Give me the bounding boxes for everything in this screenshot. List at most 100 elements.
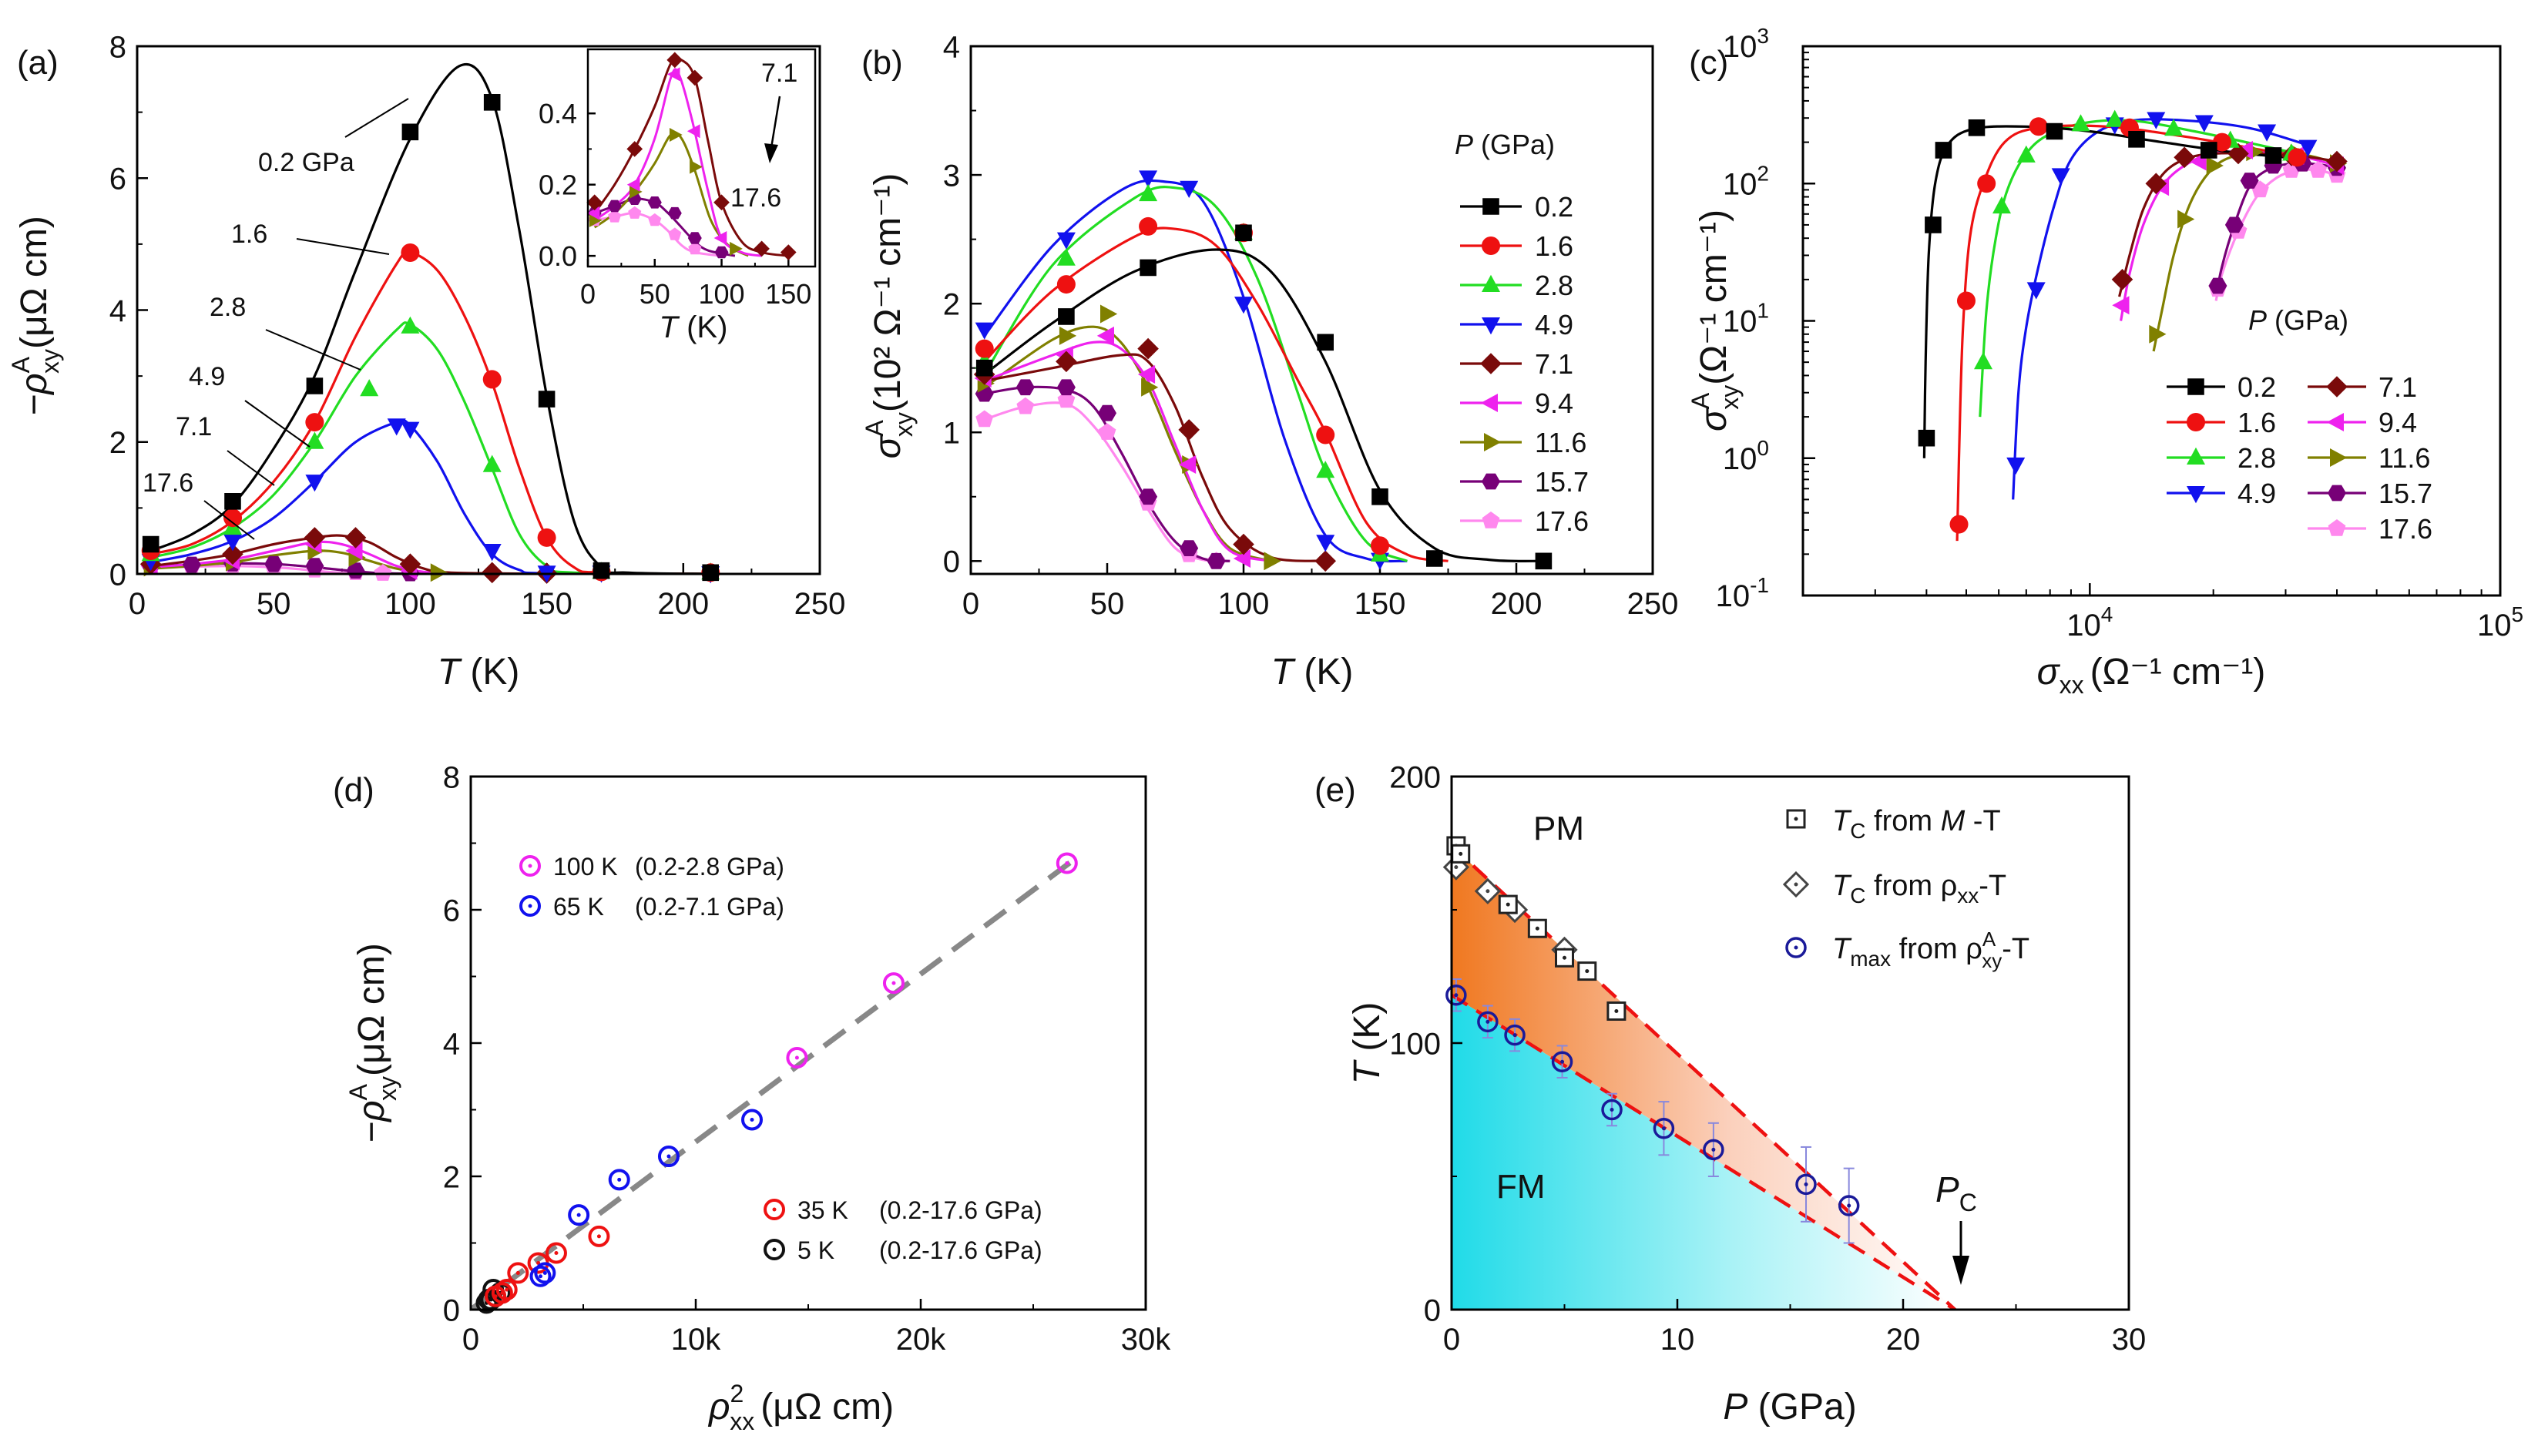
point-c-0.2 — [2128, 131, 2145, 148]
panel-e-xlabel: P (GPa) — [1723, 1387, 1856, 1427]
c-ytick-label: 102 — [1723, 161, 1769, 201]
legend-b-label-4.9: 4.9 — [1535, 309, 1573, 341]
point-b-9.4 — [1137, 365, 1156, 384]
point-d-35 K — [545, 1242, 567, 1264]
point-b-15.7 — [1207, 552, 1226, 569]
panel-d-frame — [469, 775, 1147, 1311]
legend-c-marker-0.2 — [2187, 378, 2204, 395]
point-a-2.8 — [482, 455, 502, 472]
point-b-11.6 — [1264, 552, 1281, 571]
inset-ytick-label: 0.2 — [539, 169, 577, 201]
point-b-4.9 — [1180, 180, 1199, 198]
point-c-4.9 — [2006, 457, 2026, 475]
b-xtick-label: 200 — [1491, 587, 1543, 621]
point-e-tmax-dot — [1711, 1147, 1716, 1152]
point-c-9.4 — [2112, 296, 2130, 315]
a-xtick-label: 0 — [129, 587, 146, 621]
point-b-1.6 — [1371, 536, 1389, 555]
b-ytick-label: 2 — [943, 288, 960, 322]
c-xtick-label: 105 — [2477, 602, 2523, 642]
point-d-dot — [515, 1270, 520, 1275]
point-b-7.1 — [1233, 533, 1254, 555]
legend-d-marker-65 K — [519, 895, 541, 917]
point-b-17.6 — [1098, 423, 1116, 440]
point-c-7.1 — [2227, 143, 2249, 165]
point-d-65 K — [741, 1109, 763, 1131]
point-a-1.6 — [223, 508, 243, 528]
point-c-0.2 — [2264, 147, 2282, 164]
point-e-tc-rho-dot — [1485, 889, 1490, 894]
point-e-tmax — [1653, 1117, 1675, 1139]
point-c-1.6 — [2288, 148, 2307, 167]
point-d-dot — [1065, 861, 1069, 865]
d-xtick-label: 10k — [671, 1323, 721, 1357]
annotation-0.2: 0.2 GPa — [258, 148, 354, 177]
point-c-0.2 — [1968, 119, 1986, 136]
inset-label-bottom: 17.6 — [730, 183, 781, 213]
point-inset-15.7 — [714, 246, 729, 259]
region-label-fm: FM — [1496, 1168, 1546, 1206]
point-inset-15.7 — [667, 206, 682, 220]
d-xtick-label: 30k — [1121, 1323, 1171, 1357]
point-b-11.6 — [1100, 304, 1118, 324]
inset-xtick-label: 50 — [640, 278, 670, 310]
point-a-7.1 — [304, 527, 326, 549]
panel-e-frame — [1450, 775, 2130, 1311]
legend-b-label-17.6: 17.6 — [1535, 505, 1589, 537]
panel-label-e: (e) — [1314, 771, 1356, 809]
leader-0.2 — [344, 98, 409, 138]
point-a-15.7 — [182, 556, 201, 573]
legend-b-marker-1.6 — [1482, 237, 1500, 255]
panel-e-ticks: 0 10 20 30 0 100 200 — [1389, 760, 2146, 1357]
point-c-7.1 — [2111, 269, 2133, 290]
point-c-17.6 — [2309, 161, 2328, 178]
legend-c-marker-7.1 — [2326, 376, 2348, 398]
panel-label-c: (c) — [1689, 44, 1728, 82]
point-inset-7.1 — [754, 240, 770, 257]
panel-c-ticks: 104 105 10-1 100 101 102 103 — [1716, 24, 2523, 642]
panel-c-markers — [1918, 109, 2348, 534]
legend-c-label-1.6: 1.6 — [2237, 407, 2276, 438]
point-inset-11.6 — [589, 213, 603, 227]
legend-b-marker-4.9 — [1482, 317, 1500, 335]
point-inset-17.6 — [668, 227, 682, 240]
point-c-15.7 — [2208, 277, 2227, 294]
point-e-tmax-dot — [1485, 1019, 1490, 1024]
e-xtick-label: 0 — [1443, 1323, 1460, 1357]
point-a-7.1 — [481, 562, 503, 584]
point-inset-7.1 — [586, 194, 603, 211]
point-b-0.2 — [1535, 552, 1553, 570]
c-ytick-label: 103 — [1723, 24, 1769, 64]
panel-d: 0 10k 20k 30k 0 2 4 6 8 ρ2 xx (μΩ cm) −ρAxy(μΩ cm)… — [344, 760, 1171, 1435]
legend-d-range-65 K: (0.2-7.1 GPa) — [635, 893, 784, 921]
legend-c-marker-2.8 — [2187, 447, 2205, 465]
point-inset-9.4 — [666, 67, 680, 82]
point-inset-15.7 — [607, 200, 622, 213]
point-e-tmax-dot — [1847, 1203, 1851, 1208]
curve-c-1.6 — [1955, 124, 2303, 542]
point-a-2.8 — [305, 431, 324, 449]
point-d-100 K — [882, 972, 905, 995]
point-b-4.9 — [1316, 535, 1335, 552]
point-e-tmax — [1551, 1051, 1573, 1072]
point-c-1.6 — [2212, 133, 2231, 152]
point-d-35 K — [588, 1225, 610, 1247]
b-ytick-label: 0 — [943, 545, 960, 579]
point-b-15.7 — [1098, 404, 1116, 421]
point-d-dot — [596, 1234, 601, 1239]
point-a-2.8 — [401, 316, 420, 334]
point-a-1.6 — [537, 528, 556, 547]
b-ytick-label: 4 — [943, 30, 960, 64]
point-a-15.7 — [305, 558, 324, 575]
point-inset-11.6 — [690, 159, 703, 174]
point-c-15.7 — [2224, 216, 2244, 233]
point-c-4.9 — [2051, 168, 2070, 186]
panel-b-ticks: 0 50 100 150 200 250 0 1 2 3 4 — [943, 30, 1679, 621]
d-xtick-label: 0 — [462, 1323, 479, 1357]
point-b-15.7 — [1056, 379, 1076, 396]
legend-b-label-1.6: 1.6 — [1535, 230, 1573, 262]
phase-line-0 — [1452, 844, 1956, 1310]
point-b-7.1 — [1314, 550, 1336, 572]
point-b-4.9 — [1056, 232, 1076, 250]
panel-b-legend: 0.2 1.6 2.8 4.9 7.1 9.4 11.6 15.7 17.6 — [1460, 191, 1589, 537]
